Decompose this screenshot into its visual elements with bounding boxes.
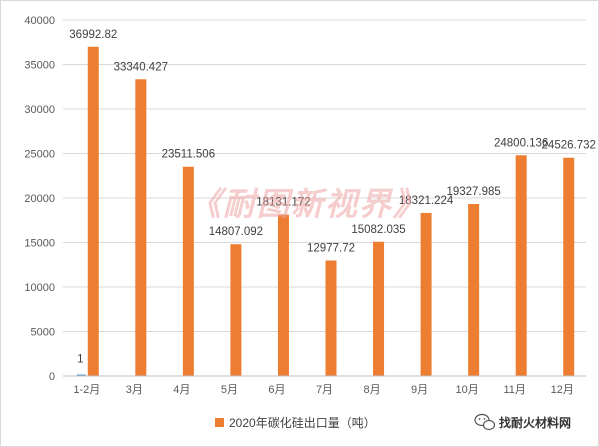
x-tick-label: 6月 bbox=[268, 384, 285, 396]
bar bbox=[135, 79, 147, 376]
y-tick-label: 0 bbox=[49, 371, 55, 383]
y-tick-label: 10000 bbox=[24, 282, 55, 294]
data-label: 24800.136 bbox=[494, 137, 548, 149]
data-label: 18321.224 bbox=[399, 195, 454, 207]
y-tick-label: 30000 bbox=[24, 104, 55, 116]
data-label: 23511.506 bbox=[162, 149, 216, 161]
x-tick-label: 7月 bbox=[316, 384, 333, 396]
x-tick-label: 11月 bbox=[503, 384, 525, 396]
y-tick-label: 25000 bbox=[24, 149, 55, 161]
bar bbox=[515, 155, 527, 376]
bar bbox=[87, 46, 99, 376]
x-tick-label: 10月 bbox=[456, 384, 479, 396]
x-tick-label: 8月 bbox=[363, 384, 380, 396]
bars bbox=[76, 46, 575, 376]
data-label-small-series: 1 bbox=[77, 354, 83, 366]
y-tick-label: 15000 bbox=[24, 238, 55, 250]
bar bbox=[563, 157, 575, 376]
data-label: 33340.427 bbox=[114, 61, 168, 73]
x-axis-ticks: 1-2月 3月 4月 5月 6月 7月 8月 9月 10月 11月 12月 bbox=[73, 384, 574, 396]
x-tick-label: 1-2月 bbox=[73, 384, 100, 396]
brand-label: 找耐火材料网 bbox=[499, 415, 571, 430]
bar-small-series bbox=[76, 374, 86, 376]
brand-badge: 找耐火材料网 bbox=[474, 413, 571, 431]
data-label: 14807.092 bbox=[209, 226, 263, 238]
data-label: 15082.035 bbox=[351, 224, 405, 236]
data-labels: 1 36992.82 33340.427 23511.506 14807.092 1813… bbox=[69, 29, 596, 366]
legend-label: 2020年碳化硅出口量（吨） bbox=[229, 416, 376, 430]
x-tick-label: 4月 bbox=[173, 384, 190, 396]
x-tick-label: 9月 bbox=[411, 384, 428, 396]
y-axis-ticks: 0 5000 10000 15000 20000 25000 30000 35000 40000 bbox=[24, 15, 55, 383]
x-tick-label: 12月 bbox=[551, 384, 574, 396]
bar bbox=[325, 260, 337, 376]
bar bbox=[420, 212, 432, 376]
y-tick-label: 35000 bbox=[24, 60, 55, 72]
data-label: 12977.72 bbox=[307, 242, 355, 254]
wechat-icon bbox=[474, 413, 496, 431]
bar bbox=[277, 214, 289, 376]
bar bbox=[373, 241, 385, 376]
data-label: 18131.172 bbox=[256, 197, 310, 209]
data-label: 24526.732 bbox=[542, 140, 596, 152]
data-label: 19327.985 bbox=[446, 186, 500, 198]
y-tick-label: 5000 bbox=[31, 327, 55, 339]
watermark-text: 《耐图新视界》 bbox=[189, 185, 427, 223]
gridlines bbox=[63, 19, 586, 332]
bar bbox=[182, 166, 194, 376]
legend: 2020年碳化硅出口量（吨） bbox=[215, 416, 376, 430]
y-tick-label: 40000 bbox=[24, 15, 55, 27]
x-tick-label: 3月 bbox=[126, 384, 143, 396]
bar bbox=[230, 244, 242, 376]
legend-swatch bbox=[215, 418, 224, 427]
x-tick-label: 5月 bbox=[221, 384, 238, 396]
y-tick-label: 20000 bbox=[24, 193, 55, 205]
bar bbox=[468, 203, 480, 376]
data-label: 36992.82 bbox=[69, 29, 117, 41]
